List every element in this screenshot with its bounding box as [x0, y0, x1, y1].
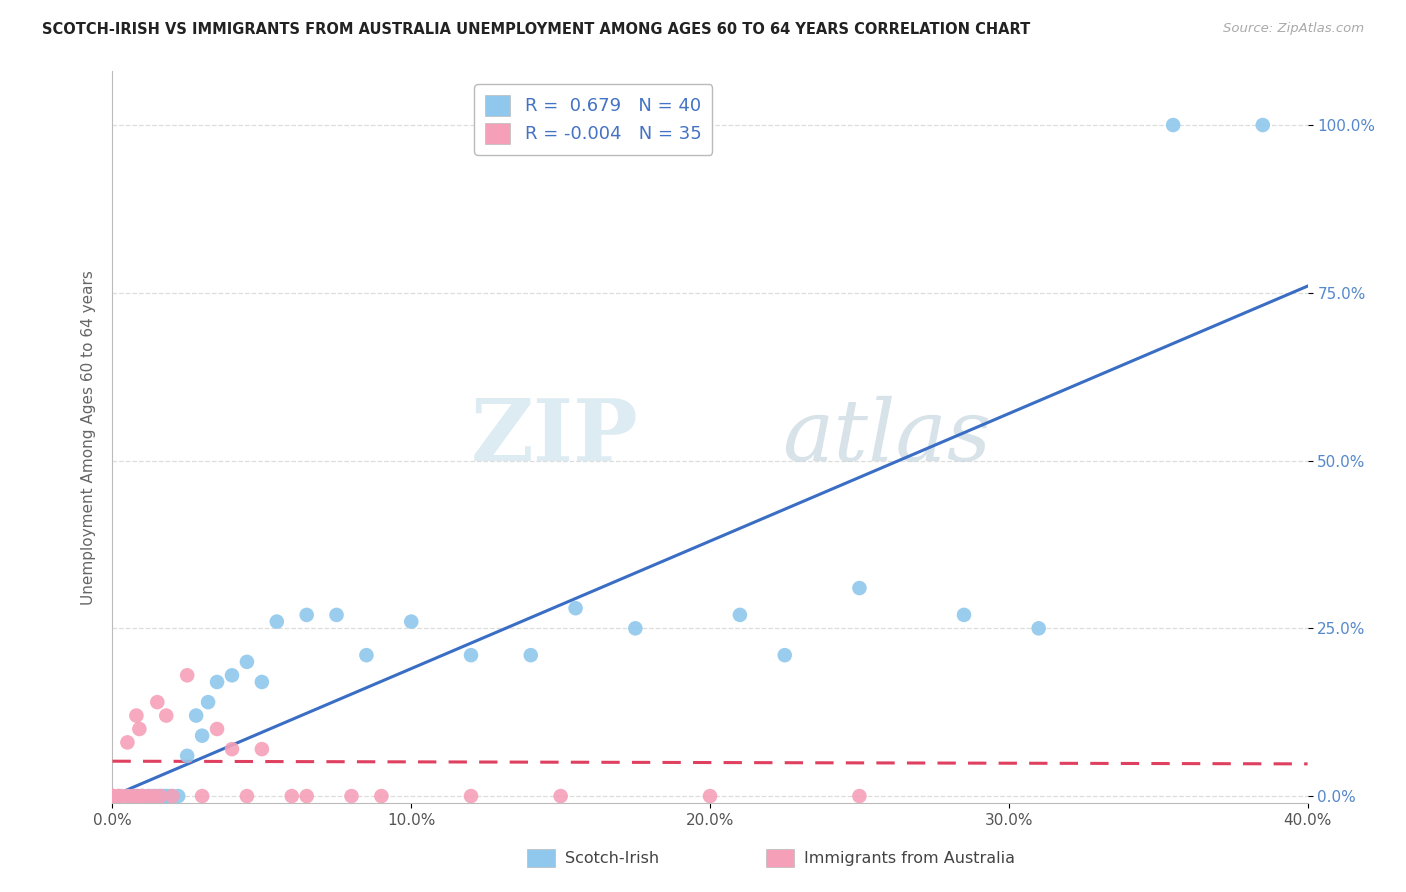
Point [848, 581, 870, 595]
Point [162, 789, 183, 803]
Text: SCOTCH-IRISH VS IMMIGRANTS FROM AUSTRALIA UNEMPLOYMENT AMONG AGES 60 TO 64 YEARS: SCOTCH-IRISH VS IMMIGRANTS FROM AUSTRALI… [42, 22, 1031, 37]
Point [117, 789, 139, 803]
Point [143, 789, 166, 803]
Point [122, 789, 145, 803]
Point [117, 789, 139, 803]
Point [138, 789, 160, 803]
Point [186, 708, 208, 723]
Point [221, 668, 243, 682]
Point [131, 789, 153, 803]
Point [197, 695, 219, 709]
Point [356, 648, 378, 662]
Point [110, 789, 132, 803]
Point [250, 742, 273, 756]
Point [146, 695, 169, 709]
Point [101, 789, 124, 803]
Point [162, 789, 183, 803]
Point [107, 789, 129, 803]
Point [143, 789, 166, 803]
Legend: R =  0.679   N = 40, R = -0.004   N = 35: R = 0.679 N = 40, R = -0.004 N = 35 [474, 84, 713, 154]
Point [520, 648, 543, 662]
Point [1028, 621, 1050, 635]
Point [205, 675, 228, 690]
Point [460, 648, 482, 662]
Point [401, 615, 423, 629]
Point [564, 601, 586, 615]
Point [167, 789, 190, 803]
Point [101, 789, 124, 803]
Point [848, 789, 870, 803]
Point [138, 789, 160, 803]
Point [205, 722, 228, 736]
Point [325, 607, 347, 622]
Point [221, 742, 243, 756]
Point [155, 789, 177, 803]
Point [117, 735, 139, 749]
Text: ZIP: ZIP [471, 395, 638, 479]
Point [370, 789, 392, 803]
Point [101, 789, 124, 803]
Point [131, 789, 153, 803]
Text: Source: ZipAtlas.com: Source: ZipAtlas.com [1223, 22, 1364, 36]
Point [122, 789, 145, 803]
Point [250, 675, 273, 690]
Point [146, 789, 169, 803]
Point [266, 615, 288, 629]
Point [624, 621, 647, 635]
Y-axis label: Unemployment Among Ages 60 to 64 years: Unemployment Among Ages 60 to 64 years [80, 269, 96, 605]
Point [953, 607, 976, 622]
Point [340, 789, 363, 803]
Point [125, 789, 148, 803]
Point [128, 722, 150, 736]
Point [141, 789, 163, 803]
Point [157, 789, 180, 803]
Point [191, 729, 214, 743]
Point [460, 789, 482, 803]
Point [295, 789, 318, 803]
Point [125, 708, 148, 723]
Point [773, 648, 796, 662]
Text: atlas: atlas [782, 396, 991, 478]
Point [176, 668, 198, 682]
Point [101, 789, 124, 803]
Point [236, 789, 259, 803]
Point [728, 607, 751, 622]
Point [191, 789, 214, 803]
Point [131, 789, 153, 803]
Point [1251, 118, 1274, 132]
Point [128, 789, 150, 803]
Point [152, 789, 174, 803]
Point [149, 789, 172, 803]
Point [699, 789, 721, 803]
Point [1161, 118, 1184, 132]
Point [149, 789, 172, 803]
Point [125, 789, 148, 803]
Point [101, 789, 124, 803]
Text: Immigrants from Australia: Immigrants from Australia [804, 851, 1015, 865]
Point [295, 607, 318, 622]
Point [550, 789, 572, 803]
Point [236, 655, 259, 669]
Text: Scotch-Irish: Scotch-Irish [565, 851, 659, 865]
Point [155, 708, 177, 723]
Point [281, 789, 304, 803]
Point [107, 789, 129, 803]
Point [176, 748, 198, 763]
